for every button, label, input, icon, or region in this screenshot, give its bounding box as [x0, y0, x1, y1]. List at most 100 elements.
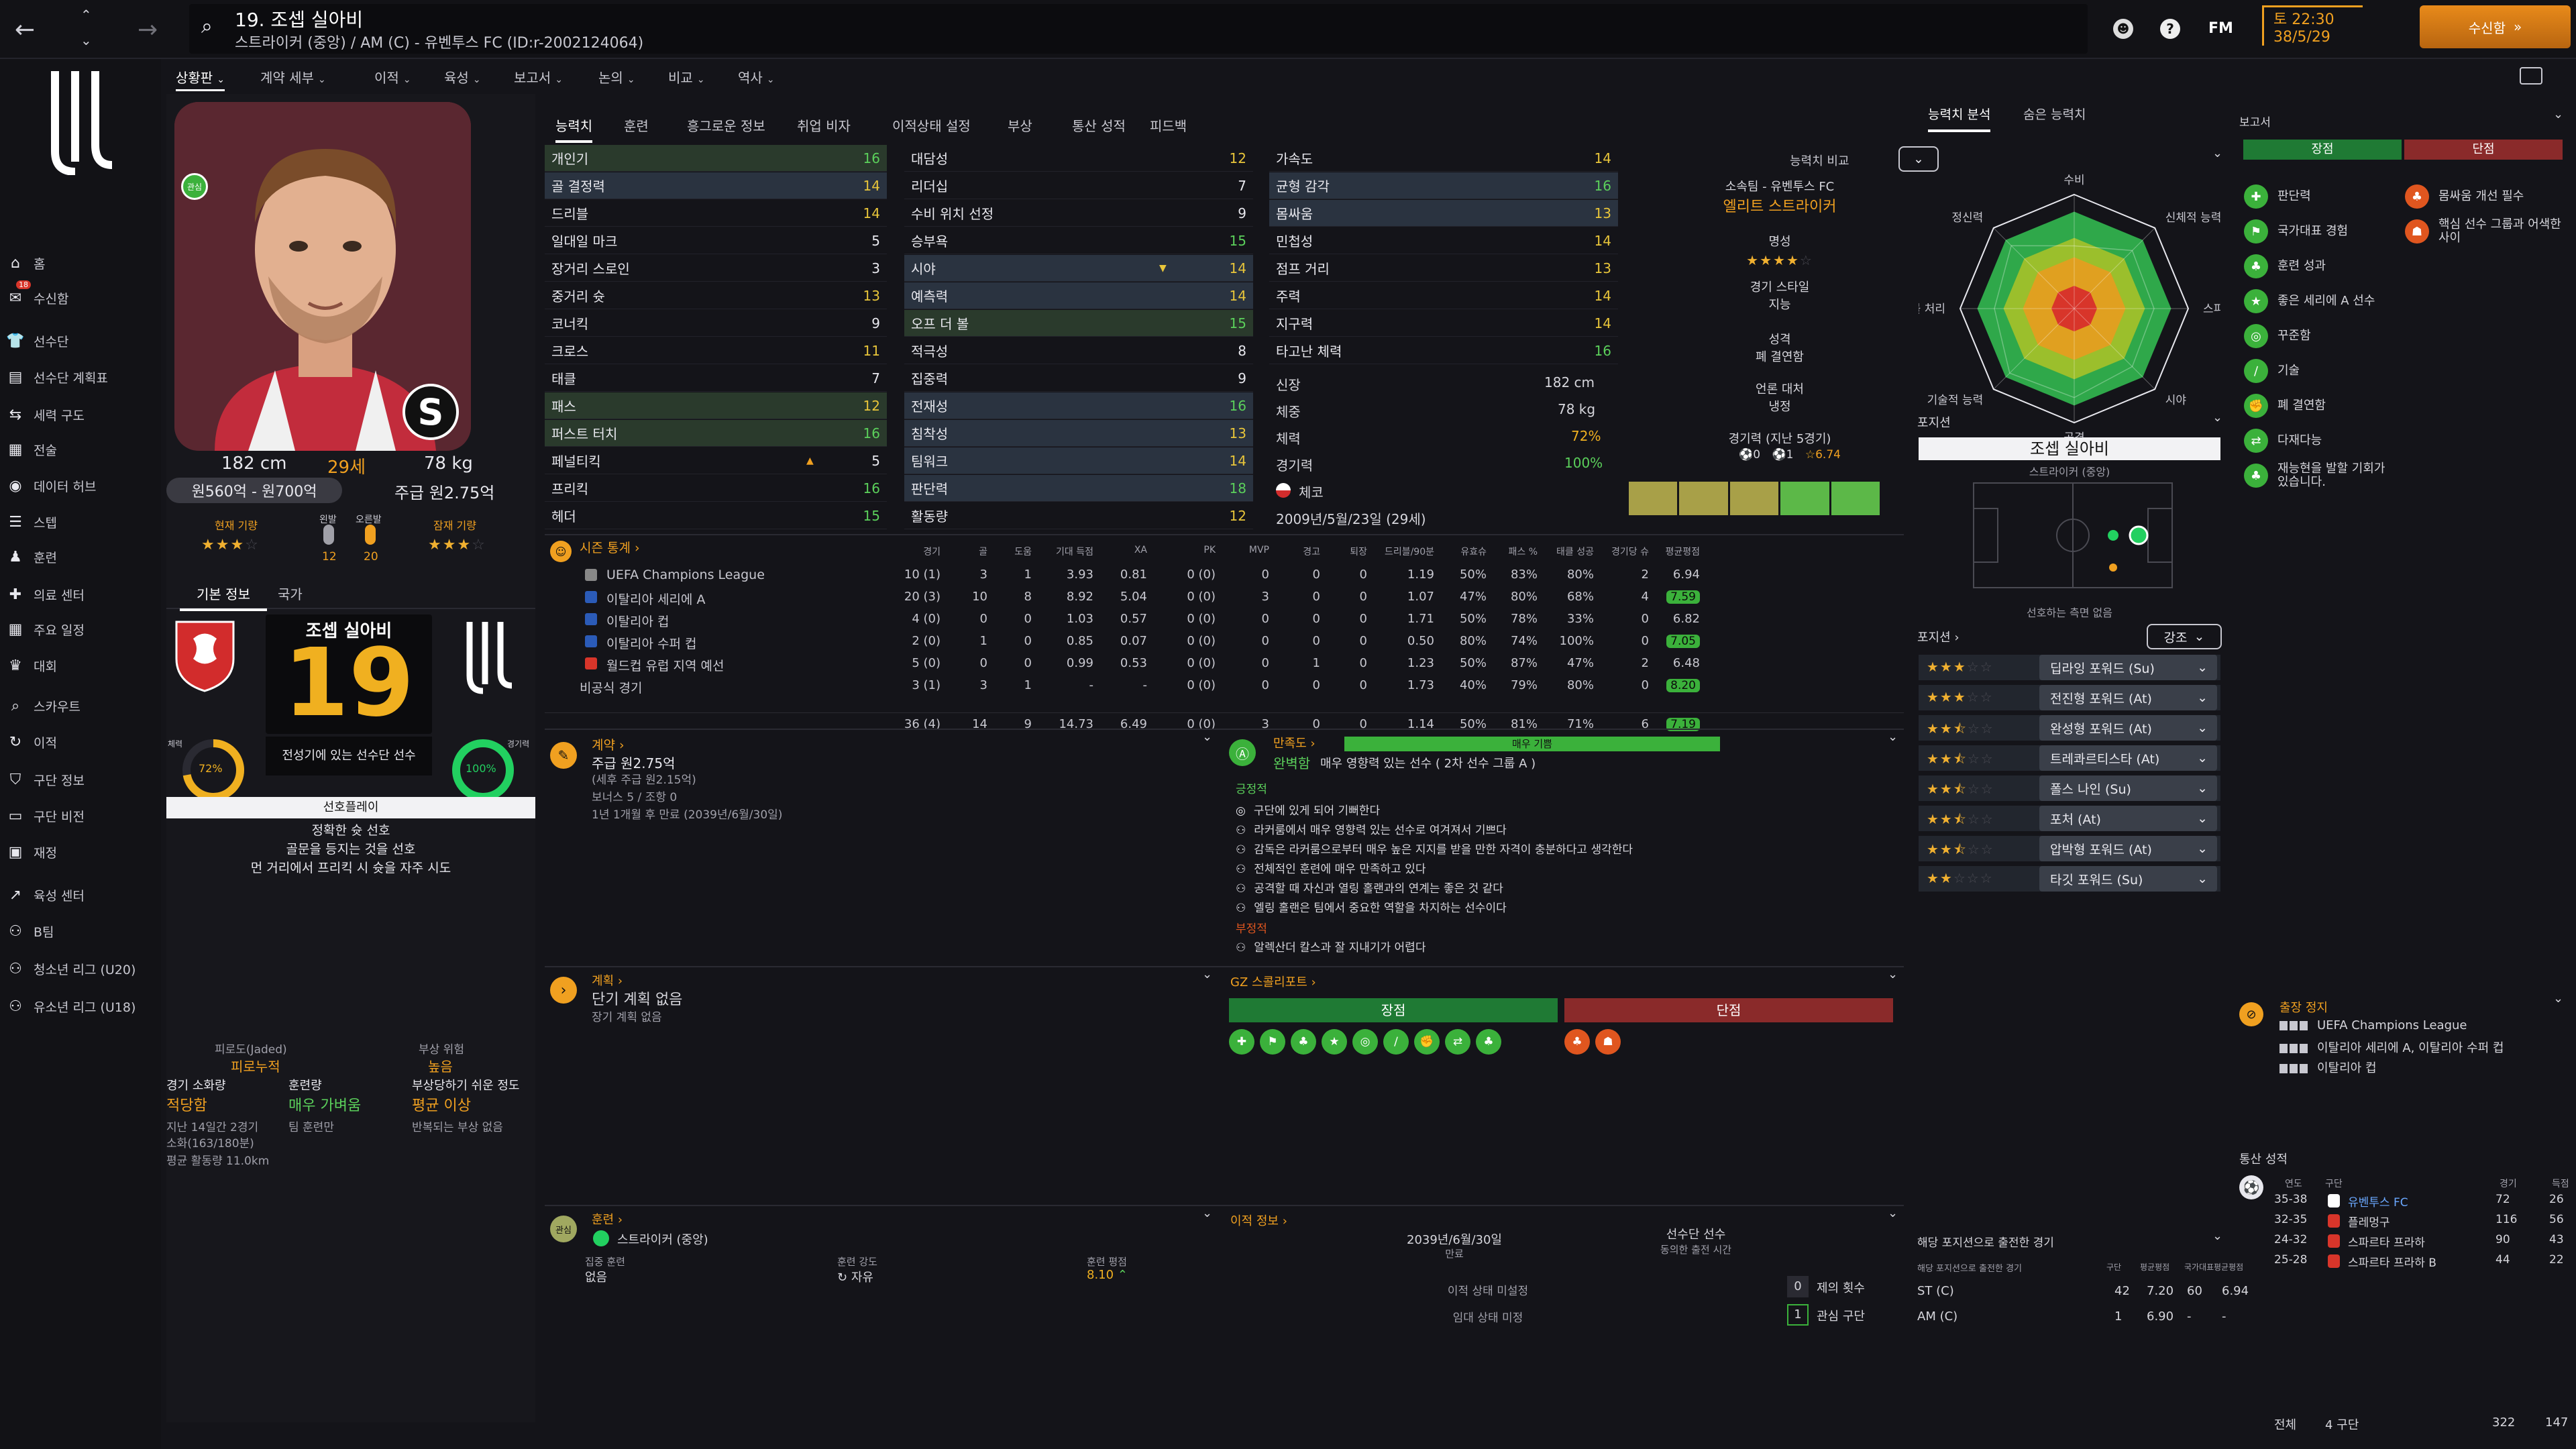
attr-row[interactable]: 민첩성 14 — [1269, 227, 1618, 254]
attr-row[interactable]: 패스 12 — [545, 392, 887, 419]
season-col-header[interactable]: 기대 득점 — [1056, 547, 1093, 557]
attr-tab-4[interactable]: 이적상태 설정 — [892, 118, 971, 134]
attr-tab-0[interactable]: 능력치 — [555, 115, 593, 143]
subnav-0[interactable]: 상황판 ⌄ — [176, 67, 225, 91]
role-row[interactable]: ★★★☆☆ 딥라잉 포워드 (Su) ⌄ — [1919, 655, 2220, 680]
determination-icon[interactable]: ✊ — [1414, 1029, 1440, 1055]
subnav-6[interactable]: 비교 ⌄ — [668, 67, 705, 87]
ability-collapse-icon[interactable]: ⌄ — [2212, 146, 2223, 160]
plans-title[interactable]: 계획 › — [592, 974, 623, 988]
search-bar[interactable]: ⌕ 19. 조셉 실아비 스트라이커 (중앙) / AM (C) - 유벤투스 … — [189, 4, 2088, 54]
career-col[interactable]: 경기 — [2500, 1179, 2517, 1189]
attr-row[interactable]: 판단력 18 — [904, 475, 1253, 502]
role-row[interactable]: ★★⯪☆☆ 포처 (At) ⌄ — [1919, 806, 2220, 831]
social-icon[interactable]: ☗ — [1595, 1029, 1621, 1055]
contract-collapse-icon[interactable]: ⌄ — [1202, 730, 1213, 744]
tab-nation[interactable]: 국가 — [278, 586, 303, 602]
subnav-4[interactable]: 보고서 ⌄ — [514, 67, 563, 87]
subnav-5[interactable]: 논의 ⌄ — [598, 67, 635, 87]
sidebar-item-planner[interactable]: ▤ 선수단 계획표 — [7, 364, 158, 390]
role-dropdown[interactable]: 트레콰르티스타 (At) ⌄ — [2039, 745, 2217, 771]
attr-row[interactable]: 페널티킥 5 ▲ — [545, 447, 887, 474]
attr-row[interactable]: 장거리 스로인 3 — [545, 255, 887, 282]
emoji-icon[interactable]: ☻ — [2113, 19, 2133, 39]
attr-row[interactable]: 집중력 9 — [904, 365, 1253, 392]
attr-row[interactable]: 드리블 14 — [545, 200, 887, 227]
history-down-icon[interactable]: ⌄ — [80, 32, 92, 48]
attr-row[interactable]: 일대일 마크 5 — [545, 227, 887, 254]
attr-row[interactable]: 지구력 14 — [1269, 310, 1618, 337]
sidebar-item-home[interactable]: ⌂ 홈 — [7, 250, 158, 276]
attr-row[interactable]: 몸싸움 13 — [1269, 200, 1618, 227]
attr-row[interactable]: 시야 14 ▼ — [904, 255, 1253, 282]
attr-row[interactable]: 예측력 14 — [904, 282, 1253, 309]
report-pro-item[interactable]: ✊ 폐 결연함 — [2244, 389, 2398, 423]
history-up-icon[interactable]: ⌃ — [80, 7, 92, 23]
opportunity-icon[interactable]: ♣ — [1476, 1029, 1501, 1055]
season-row[interactable]: 비공식 경기 3 (1) 3 1 - - 0 (0) 0 0 0 1.73 40% 79% 80% 0 8.2… — [545, 676, 1904, 698]
attr-tab-2[interactable]: 흥그로운 정보 — [687, 118, 765, 134]
strength-weak-icon[interactable]: ♣ — [1564, 1029, 1590, 1055]
transfer-collapse-icon[interactable]: ⌄ — [1888, 1206, 1898, 1220]
role-row[interactable]: ★★⯪☆☆ 트레콰르티스타 (At) ⌄ — [1919, 745, 2220, 771]
season-col-header[interactable]: MVP — [1248, 545, 1269, 555]
attr-tab-7[interactable]: 피드백 — [1150, 118, 1187, 134]
attr-row[interactable]: 가속도 14 — [1269, 145, 1618, 172]
attr-row[interactable]: 적극성 8 — [904, 337, 1253, 364]
sidebar-item-medical[interactable]: ✚ 의료 센터 — [7, 581, 158, 608]
attr-row[interactable]: 퍼스트 터치 16 — [545, 420, 887, 447]
technique-icon[interactable]: ∕ — [1383, 1029, 1409, 1055]
attr-row[interactable]: 헤더 15 — [545, 502, 887, 529]
career-col[interactable]: 연도 — [2285, 1179, 2302, 1189]
happiness-title[interactable]: 만족도 › — [1273, 737, 1316, 751]
attr-row[interactable]: 크로스 11 — [545, 337, 887, 364]
continue-button[interactable]: 수신함 » — [2420, 5, 2571, 48]
subnav-7[interactable]: 역사 ⌄ — [738, 67, 775, 87]
training-icon[interactable]: ♣ — [1291, 1029, 1316, 1055]
attr-row[interactable]: 활동량 12 — [904, 502, 1253, 529]
sidebar-item-scout[interactable]: ⌕ 스카우트 — [7, 692, 158, 719]
happiness-collapse-icon[interactable]: ⌄ — [1888, 730, 1898, 744]
season-col-header[interactable]: 골 — [979, 547, 987, 557]
attr-row[interactable]: 승부욕 15 — [904, 227, 1253, 254]
season-col-header[interactable]: 경고 — [1303, 547, 1320, 557]
attr-row[interactable]: 전재성 16 — [904, 392, 1253, 419]
scout-collapse-icon[interactable]: ⌄ — [1888, 967, 1898, 981]
attr-row[interactable]: 중거리 슛 13 — [545, 282, 887, 309]
season-col-header[interactable]: 태클 성공 — [1556, 547, 1594, 557]
attr-tab-3[interactable]: 취업 비자 — [797, 118, 851, 134]
roles-header[interactable]: 포지션 › — [1917, 631, 1960, 645]
report-pro-item[interactable]: ✚ 판단력 — [2244, 180, 2398, 213]
attr-tab-5[interactable]: 부상 — [1008, 118, 1032, 134]
consistency-icon[interactable]: ◎ — [1352, 1029, 1378, 1055]
season-row[interactable]: 이탈리아 컵 4 (0) 0 0 1.03 0.57 0 (0) 0 0 0 1.71 50% 78% 3… — [545, 609, 1904, 631]
attr-tab-6[interactable]: 통산 성적 — [1072, 118, 1126, 134]
sidebar-item-bteam[interactable]: ⚇ B팀 — [7, 918, 158, 945]
role-dropdown[interactable]: 포처 (At) ⌄ — [2039, 806, 2217, 831]
plans-collapse-icon[interactable]: ⌄ — [1202, 967, 1213, 981]
season-row[interactable]: UEFA Champions League 10 (1) 3 1 3.93 0.81 0 (… — [545, 565, 1904, 587]
sidebar-item-u20[interactable]: ⚇ 청소년 리그 (U20) — [7, 955, 158, 982]
sidebar-item-staff[interactable]: ☰ 스텝 — [7, 508, 158, 535]
season-row[interactable]: 월드컵 유럽 지역 예선 5 (0) 0 0 0.99 0.53 0 (0) 0 1 0 1.23 5… — [545, 653, 1904, 676]
training-collapse-icon[interactable]: ⌄ — [1202, 1206, 1213, 1220]
season-row[interactable]: 이탈리아 수퍼 컵 2 (0) 1 0 0.85 0.07 0 (0) 0 0 0 0.50 80% 7… — [545, 631, 1904, 653]
ability-tab-hidden[interactable]: 숨은 능력치 — [2023, 107, 2086, 122]
attr-row[interactable]: 균형 감각 16 — [1269, 172, 1618, 199]
attr-row[interactable]: 주력 14 — [1269, 282, 1618, 309]
forward-icon[interactable]: → — [138, 16, 158, 44]
season-col-header[interactable]: 패스 % — [1508, 547, 1538, 557]
scout-title[interactable]: GZ 스콜리포트 › — [1230, 975, 1316, 989]
role-dropdown[interactable]: 완성형 포워드 (At) ⌄ — [2039, 715, 2217, 741]
season-col-header[interactable]: 도움 — [1014, 547, 1032, 557]
report-con-item[interactable]: ☗ 핵심 선수 그룹과 어색한 사이 — [2405, 215, 2566, 248]
attr-row[interactable]: 대담성 12 — [904, 145, 1253, 172]
career-club[interactable]: 플레멍구 — [2348, 1216, 2390, 1230]
back-icon[interactable]: ← — [15, 16, 36, 44]
subnav-3[interactable]: 육성 ⌄ — [444, 67, 481, 87]
training-title[interactable]: 훈련 › — [592, 1213, 623, 1227]
suspension-collapse-icon[interactable]: ⌄ — [2553, 991, 2564, 1006]
season-col-header[interactable]: XA — [1134, 545, 1147, 555]
season-col-header[interactable]: 드리블/90분 — [1384, 547, 1434, 557]
season-col-header[interactable]: 평균평점 — [1665, 547, 1700, 557]
